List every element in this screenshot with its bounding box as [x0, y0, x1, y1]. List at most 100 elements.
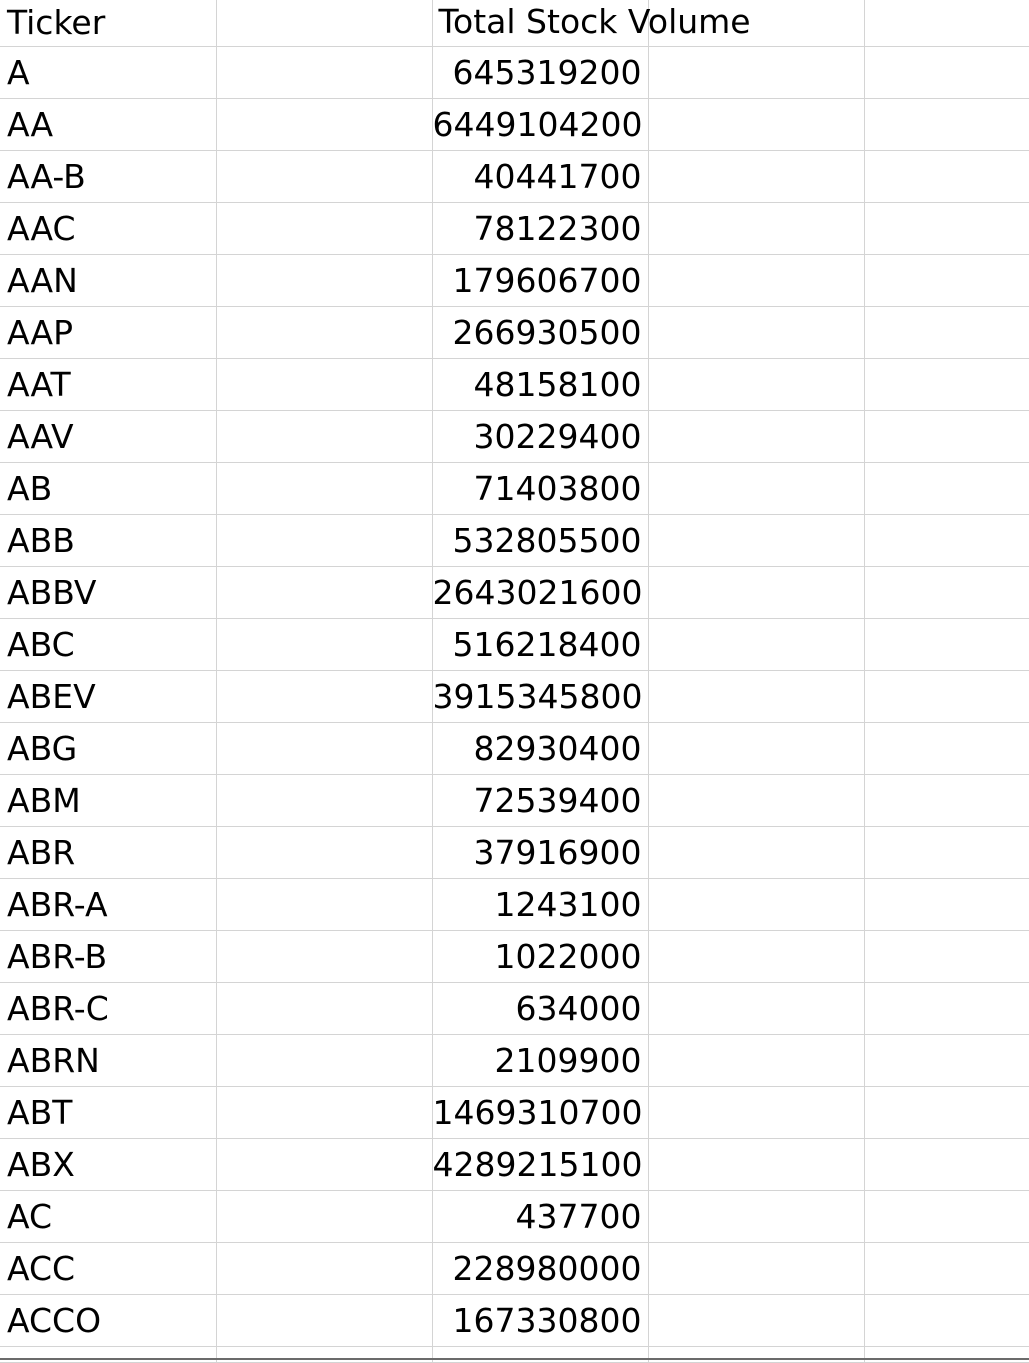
volume-cell[interactable]: 3915345800 — [432, 670, 649, 723]
empty-cell[interactable] — [648, 566, 865, 619]
volume-cell[interactable]: 30229400 — [432, 410, 649, 463]
empty-cell[interactable] — [648, 982, 865, 1035]
empty-cell[interactable] — [648, 618, 865, 671]
ticker-cell[interactable]: ABBV — [0, 566, 217, 619]
volume-cell[interactable]: 2109900 — [432, 1034, 649, 1087]
empty-cell[interactable] — [648, 670, 865, 723]
volume-cell[interactable]: 266930500 — [432, 306, 649, 359]
empty-cell[interactable] — [216, 150, 433, 203]
empty-cell[interactable] — [648, 0, 865, 47]
empty-cell[interactable] — [648, 1138, 865, 1191]
empty-cell[interactable] — [864, 1190, 1029, 1243]
empty-cell[interactable] — [648, 826, 865, 879]
empty-cell[interactable] — [648, 878, 865, 931]
empty-cell[interactable] — [648, 202, 865, 255]
empty-cell[interactable] — [648, 306, 865, 359]
empty-cell[interactable] — [864, 722, 1029, 775]
empty-cell[interactable] — [216, 46, 433, 99]
empty-cell[interactable] — [216, 410, 433, 463]
empty-cell[interactable] — [216, 1190, 433, 1243]
volume-cell[interactable]: 72539400 — [432, 774, 649, 827]
empty-cell[interactable] — [216, 1294, 433, 1347]
empty-cell[interactable] — [648, 98, 865, 151]
volume-cell[interactable]: 228980000 — [432, 1242, 649, 1295]
empty-cell[interactable] — [216, 202, 433, 255]
ticker-cell[interactable]: ACC — [0, 1242, 217, 1295]
empty-cell[interactable] — [648, 410, 865, 463]
empty-cell[interactable] — [216, 930, 433, 983]
ticker-cell[interactable]: AA — [0, 98, 217, 151]
empty-cell[interactable] — [864, 410, 1029, 463]
volume-cell[interactable]: 37916900 — [432, 826, 649, 879]
empty-cell[interactable] — [216, 358, 433, 411]
ticker-cell[interactable]: AC — [0, 1190, 217, 1243]
volume-cell[interactable]: 78122300 — [432, 202, 649, 255]
empty-cell[interactable] — [216, 618, 433, 671]
empty-cell[interactable] — [216, 1034, 433, 1087]
empty-cell[interactable] — [864, 358, 1029, 411]
volume-cell[interactable]: 4289215100 — [432, 1138, 649, 1191]
empty-cell[interactable] — [864, 202, 1029, 255]
empty-cell[interactable] — [864, 254, 1029, 307]
empty-cell[interactable] — [864, 930, 1029, 983]
ticker-cell[interactable]: AAP — [0, 306, 217, 359]
empty-cell[interactable] — [216, 774, 433, 827]
empty-cell[interactable] — [864, 982, 1029, 1035]
empty-cell[interactable] — [216, 98, 433, 151]
empty-cell[interactable] — [864, 150, 1029, 203]
empty-cell[interactable] — [216, 1086, 433, 1139]
volume-cell[interactable]: 634000 — [432, 982, 649, 1035]
volume-cell[interactable]: 1022000 — [432, 930, 649, 983]
ticker-cell[interactable]: ABT — [0, 1086, 217, 1139]
empty-cell[interactable] — [864, 826, 1029, 879]
volume-cell[interactable]: 167330800 — [432, 1294, 649, 1347]
ticker-cell[interactable]: ABG — [0, 722, 217, 775]
ticker-cell[interactable]: ACCO — [0, 1294, 217, 1347]
ticker-cell[interactable]: AA-B — [0, 150, 217, 203]
ticker-cell[interactable]: A — [0, 46, 217, 99]
empty-cell[interactable] — [864, 1086, 1029, 1139]
ticker-cell[interactable]: AAC — [0, 202, 217, 255]
empty-cell[interactable] — [216, 0, 433, 47]
empty-cell[interactable] — [864, 306, 1029, 359]
empty-cell[interactable] — [216, 670, 433, 723]
empty-cell[interactable] — [648, 1034, 865, 1087]
ticker-cell[interactable]: ABX — [0, 1138, 217, 1191]
volume-cell[interactable]: 179606700 — [432, 254, 649, 307]
empty-cell[interactable] — [648, 254, 865, 307]
empty-cell[interactable] — [864, 46, 1029, 99]
header-cell-ticker[interactable]: Ticker — [0, 0, 217, 47]
empty-cell[interactable] — [864, 878, 1029, 931]
empty-cell[interactable] — [648, 722, 865, 775]
empty-cell[interactable] — [648, 1086, 865, 1139]
empty-cell[interactable] — [216, 1242, 433, 1295]
ticker-cell[interactable]: ABR-A — [0, 878, 217, 931]
volume-cell[interactable]: 516218400 — [432, 618, 649, 671]
ticker-cell[interactable]: ABM — [0, 774, 217, 827]
volume-cell[interactable]: 6449104200 — [432, 98, 649, 151]
empty-cell[interactable] — [864, 618, 1029, 671]
volume-cell[interactable]: 645319200 — [432, 46, 649, 99]
empty-cell[interactable] — [864, 1294, 1029, 1347]
ticker-cell[interactable]: ABR-B — [0, 930, 217, 983]
empty-cell[interactable] — [864, 670, 1029, 723]
empty-cell[interactable] — [648, 930, 865, 983]
empty-cell[interactable] — [648, 1190, 865, 1243]
empty-cell[interactable] — [648, 1294, 865, 1347]
empty-cell[interactable] — [864, 1242, 1029, 1295]
empty-cell[interactable] — [864, 514, 1029, 567]
ticker-cell[interactable]: ABRN — [0, 1034, 217, 1087]
empty-cell[interactable] — [864, 1034, 1029, 1087]
empty-cell[interactable] — [648, 462, 865, 515]
header-cell-total-stock-volume[interactable]: Total Stock Volume — [432, 0, 751, 47]
volume-cell[interactable]: 437700 — [432, 1190, 649, 1243]
empty-cell[interactable] — [648, 46, 865, 99]
ticker-cell[interactable]: ABEV — [0, 670, 217, 723]
ticker-cell[interactable]: ABB — [0, 514, 217, 567]
volume-cell[interactable]: 1469310700 — [432, 1086, 649, 1139]
volume-cell[interactable]: 82930400 — [432, 722, 649, 775]
ticker-cell[interactable]: AAN — [0, 254, 217, 307]
volume-cell[interactable]: 71403800 — [432, 462, 649, 515]
empty-cell[interactable] — [648, 150, 865, 203]
empty-cell[interactable] — [216, 1138, 433, 1191]
